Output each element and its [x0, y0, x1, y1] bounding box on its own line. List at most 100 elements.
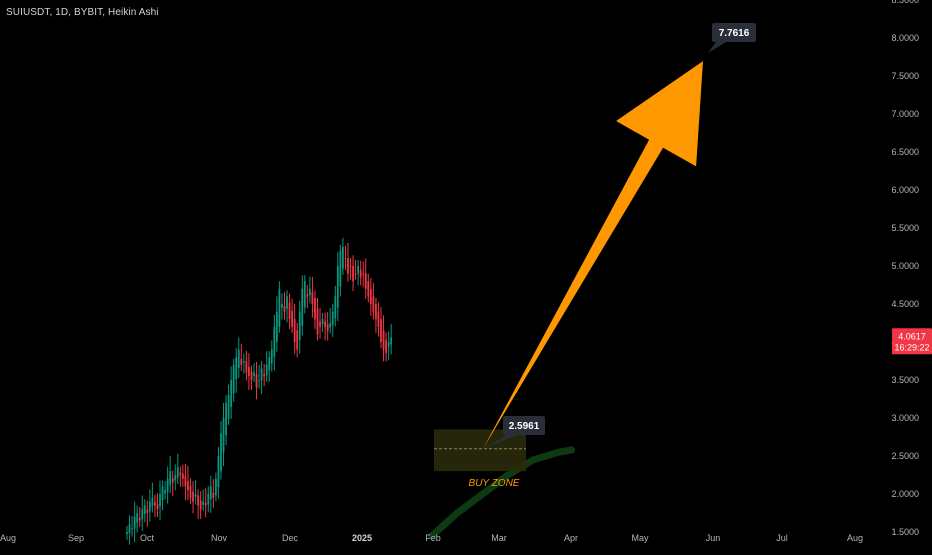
- candle-body: [380, 319, 382, 342]
- candle-body: [176, 467, 179, 478]
- entry-callout-pointer: [483, 435, 517, 449]
- candle-body: [232, 364, 235, 394]
- target-price-label: 7.7616: [719, 28, 750, 39]
- candle-body: [164, 490, 166, 494]
- candle-body: [151, 497, 154, 507]
- candle-body: [235, 357, 238, 380]
- candle-body: [146, 509, 149, 513]
- candle-body: [270, 349, 273, 364]
- candle-body: [303, 281, 306, 308]
- candle-body: [248, 366, 250, 377]
- candle-body: [286, 296, 288, 309]
- symbol-header[interactable]: SUIUSDT, 1D, BYBIT, Heikin Ashi: [6, 7, 159, 18]
- price-tick-label: 8.5000: [891, 0, 919, 5]
- candle-body: [385, 340, 387, 354]
- candle-body: [359, 269, 362, 278]
- candle-body: [159, 494, 161, 507]
- candle-body: [156, 503, 159, 510]
- target-callout-box: [712, 23, 756, 42]
- target-callout-pointer: [708, 42, 726, 53]
- time-tick-label: Aug: [0, 533, 16, 543]
- candle-body: [212, 492, 215, 498]
- candle-body: [222, 418, 225, 453]
- candle-body: [316, 308, 319, 335]
- price-tick-label: 2.5000: [891, 451, 919, 461]
- candle-body: [306, 294, 309, 297]
- candle-body: [390, 337, 393, 345]
- candle-body: [319, 321, 321, 327]
- time-tick-label: Aug: [847, 533, 863, 543]
- price-tick-label: 7.5000: [891, 71, 919, 81]
- price-tick-label: 6.5000: [891, 147, 919, 157]
- candle-body: [245, 361, 248, 373]
- candle-body: [293, 318, 296, 342]
- candle-body: [354, 273, 357, 275]
- time-tick-label: Apr: [564, 533, 578, 543]
- candle-body: [342, 247, 344, 269]
- candle-body: [171, 478, 174, 483]
- candle-body: [278, 288, 281, 327]
- last-price-background: [892, 328, 932, 355]
- price-tick-label: 3.5000: [891, 375, 919, 385]
- candle-body: [263, 374, 266, 377]
- candle-body: [217, 456, 220, 488]
- candle-body: [339, 250, 342, 287]
- target-arrow[interactable]: [483, 61, 703, 449]
- price-tick-label: 5.0000: [891, 261, 919, 271]
- buy-zone-label: BUY ZONE: [469, 478, 520, 489]
- target-price-callout: 7.7616: [708, 23, 756, 53]
- price-tick-label: 5.5000: [891, 223, 919, 233]
- candle-body: [174, 475, 177, 481]
- candle-body: [291, 310, 293, 327]
- price-tick-label: 2.0000: [891, 489, 919, 499]
- last-price-badge: 4.0617 16:29:22: [892, 328, 932, 355]
- price-tick-label: 7.0000: [891, 109, 919, 119]
- candle-body: [377, 311, 380, 327]
- candle-body: [253, 372, 255, 376]
- candle-body: [321, 319, 324, 325]
- candle-body: [288, 302, 291, 320]
- entry-price-callout: 2.5961: [483, 416, 545, 449]
- entry-callout-box: [503, 416, 545, 435]
- candle-body: [181, 473, 184, 479]
- candle-body: [336, 266, 339, 308]
- candle-body: [273, 326, 276, 357]
- candle-body: [215, 478, 217, 496]
- candle-body: [204, 503, 207, 506]
- time-tick-label: Dec: [282, 533, 299, 543]
- candle-body: [326, 324, 329, 331]
- annotations-layer: BUY ZONE 2.5961 7.7616: [434, 23, 756, 489]
- candle-body: [283, 305, 286, 312]
- candle-body: [275, 311, 278, 342]
- candle-body: [227, 395, 230, 419]
- candle-body: [362, 273, 365, 275]
- time-tick-label: Jul: [776, 533, 788, 543]
- candle-body: [265, 364, 268, 376]
- time-tick-label: Feb: [425, 533, 441, 543]
- candle-body: [301, 288, 304, 326]
- candle-body: [334, 296, 337, 319]
- candle-body: [131, 528, 133, 530]
- price-tick-label: 3.0000: [891, 413, 919, 423]
- time-axis[interactable]: Aug Sep Oct Nov Dec 2025 Feb Mar Apr May Jun Jul Aug: [0, 533, 863, 543]
- candle-body: [331, 311, 334, 326]
- candle-body: [199, 500, 202, 510]
- candle-body: [126, 532, 128, 534]
- candle-body: [382, 330, 385, 350]
- time-tick-label: Mar: [491, 533, 507, 543]
- candle-body: [169, 471, 172, 486]
- candle-body: [230, 380, 233, 408]
- time-tick-label: Oct: [140, 533, 155, 543]
- candle-body: [242, 361, 245, 362]
- candle-body: [136, 513, 139, 523]
- candle-body: [352, 265, 354, 282]
- candle-body: [128, 524, 131, 533]
- candle-body: [184, 476, 187, 487]
- candle-body: [387, 342, 390, 347]
- price-axis[interactable]: 8.5000 8.0000 7.5000 7.0000 6.5000 6.0000 5.50…: [891, 0, 919, 537]
- candle-body: [189, 485, 192, 498]
- candle-body: [369, 288, 372, 304]
- time-tick-label: 2025: [352, 533, 372, 543]
